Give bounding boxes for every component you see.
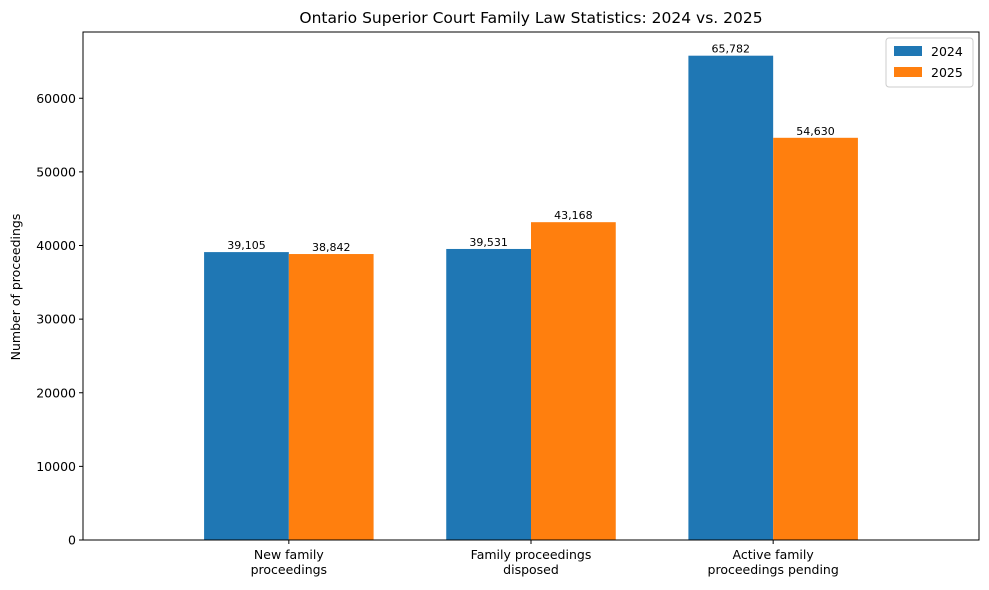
legend: 2024 2025 [885,37,974,88]
x-tick-label-0: New family proceedings [251,547,327,577]
x-tick-label-line: proceedings [251,562,327,577]
chart-title: Ontario Superior Court Family Law Statis… [299,9,762,27]
x-tick-label-line: disposed [503,562,559,577]
bar-2024-2 [688,55,774,540]
data-label-2024-0: 39,105 [227,239,266,252]
y-axis-label: Number of proceedings [8,214,23,361]
y-tick-label-6: 60000 [36,91,76,106]
bar-2025-2 [773,137,858,541]
bar-2025-1 [531,222,616,541]
bar-2024-1 [446,248,531,540]
y-tick-label-5: 50000 [36,164,76,179]
legend-label-2024: 2024 [931,44,963,59]
data-label-2024-1: 39,531 [469,236,508,249]
data-label-2025-2: 54,630 [796,125,835,138]
x-axis: New family proceedings Family proceedings d… [251,540,839,577]
x-tick-label-line: Family proceedings [471,547,592,562]
x-tick-label-2: Active family proceedings pending [708,547,839,577]
bar-2024-0 [204,252,289,540]
bar-2025-0 [288,254,374,540]
x-tick-label-line: proceedings pending [708,562,839,577]
data-label-2025-1: 43,168 [554,209,593,222]
plot-frame [82,31,980,541]
x-tick-label-line: New family [254,547,324,562]
legend-label-2025: 2025 [931,65,963,80]
y-axis: 0 10000 20000 30000 40000 50000 60000 [36,91,83,548]
legend-swatch-2025 [894,67,922,77]
y-tick-label-4: 40000 [36,238,76,253]
x-tick-label-1: Family proceedings disposed [471,547,592,577]
y-tick-label-2: 20000 [36,385,76,400]
data-label-2025-0: 38,842 [312,241,351,254]
data-label-2024-2: 65,782 [712,43,751,56]
bars-layer: 39,105 39,531 65,782 38,842 43,168 54,630 [204,43,858,541]
y-tick-label-0: 0 [68,533,76,548]
y-tick-label-3: 30000 [36,312,76,327]
y-tick-label-1: 10000 [36,459,76,474]
x-tick-label-line: Active family [733,547,815,562]
legend-swatch-2024 [894,46,922,56]
